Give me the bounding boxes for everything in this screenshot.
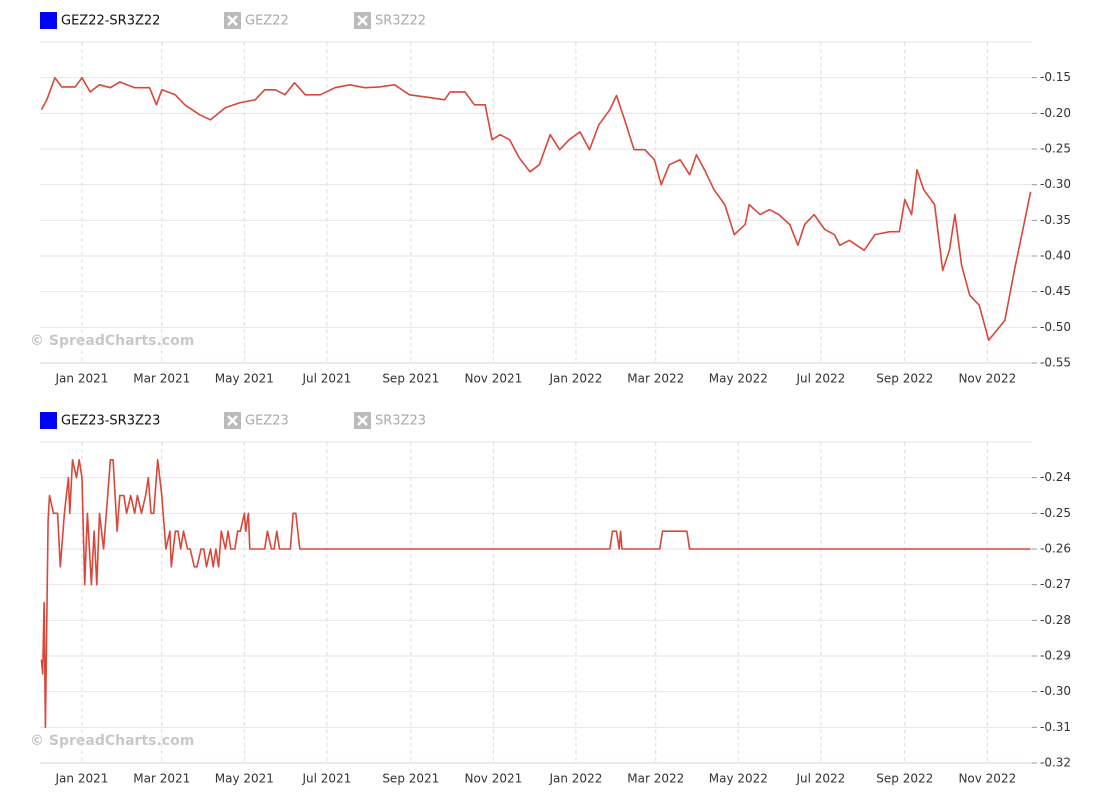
x-tick-label: Jul 2022 (795, 372, 845, 386)
x-tick-label: Jul 2022 (795, 772, 845, 786)
x-tick-label: Mar 2022 (627, 372, 684, 386)
x-tick-label: Nov 2022 (958, 372, 1016, 386)
x-tick-label: Sep 2022 (876, 772, 933, 786)
x-tick-label: Nov 2021 (464, 772, 522, 786)
y-tick-label: -0.25 (1040, 506, 1071, 520)
y-tick-label: -0.27 (1040, 577, 1071, 591)
legend-marker[interactable] (40, 412, 57, 429)
watermark: © SpreadCharts.com (30, 733, 194, 749)
x-tick-label: Jan 2021 (55, 772, 109, 786)
y-tick-label: -0.45 (1040, 284, 1071, 298)
y-tick-label: -0.20 (1040, 106, 1071, 120)
y-tick-label: -0.30 (1040, 684, 1071, 698)
x-tick-label: Jan 2022 (548, 772, 602, 786)
legend-hidden-x[interactable] (357, 15, 368, 26)
x-tick-label: Mar 2021 (133, 772, 190, 786)
line-series (40, 459, 1031, 729)
x-tick-label: Jan 2022 (548, 372, 602, 386)
legend-hidden-label[interactable]: GEZ23 (245, 414, 289, 429)
x-tick-label: Nov 2021 (464, 372, 522, 386)
y-tick-label: -0.35 (1040, 213, 1071, 227)
legend-marker[interactable] (40, 12, 57, 29)
y-tick-label: -0.29 (1040, 649, 1071, 663)
x-tick-label: May 2022 (709, 372, 768, 386)
legend-hidden-x[interactable] (227, 15, 238, 26)
y-tick-label: -0.26 (1040, 542, 1071, 556)
x-tick-label: May 2021 (215, 372, 274, 386)
line-series (40, 76, 1032, 341)
x-tick-label: Jul 2021 (301, 372, 351, 386)
x-tick-label: Mar 2022 (627, 772, 684, 786)
y-tick-label: -0.40 (1040, 249, 1071, 263)
x-tick-label: Nov 2022 (958, 772, 1016, 786)
watermark: © SpreadCharts.com (30, 333, 194, 349)
y-tick-label: -0.31 (1040, 720, 1071, 734)
legend-hidden-label[interactable]: GEZ22 (245, 14, 289, 29)
x-tick-label: May 2022 (709, 772, 768, 786)
y-tick-label: -0.28 (1040, 613, 1071, 627)
legend-hidden-x[interactable] (357, 415, 368, 426)
y-tick-label: -0.32 (1040, 756, 1071, 770)
x-tick-label: Jul 2021 (301, 772, 351, 786)
x-tick-label: Sep 2022 (876, 372, 933, 386)
y-tick-label: -0.50 (1040, 320, 1071, 334)
y-tick-label: -0.15 (1040, 70, 1071, 84)
legend-label[interactable]: GEZ22-SR3Z22 (61, 14, 160, 29)
x-tick-label: Mar 2021 (133, 372, 190, 386)
legend-hidden-x[interactable] (227, 415, 238, 426)
y-tick-label: -0.55 (1040, 356, 1071, 370)
legend-hidden-label[interactable]: SR3Z23 (375, 414, 426, 429)
x-tick-label: Sep 2021 (382, 772, 439, 786)
legend-label[interactable]: GEZ23-SR3Z23 (61, 414, 160, 429)
y-tick-label: -0.25 (1040, 142, 1071, 156)
x-tick-label: May 2021 (215, 772, 274, 786)
legend-hidden-label[interactable]: SR3Z22 (375, 14, 426, 29)
y-tick-label: -0.30 (1040, 177, 1071, 191)
x-tick-label: Jan 2021 (55, 372, 109, 386)
y-tick-label: -0.24 (1040, 470, 1071, 484)
x-tick-label: Sep 2021 (382, 372, 439, 386)
